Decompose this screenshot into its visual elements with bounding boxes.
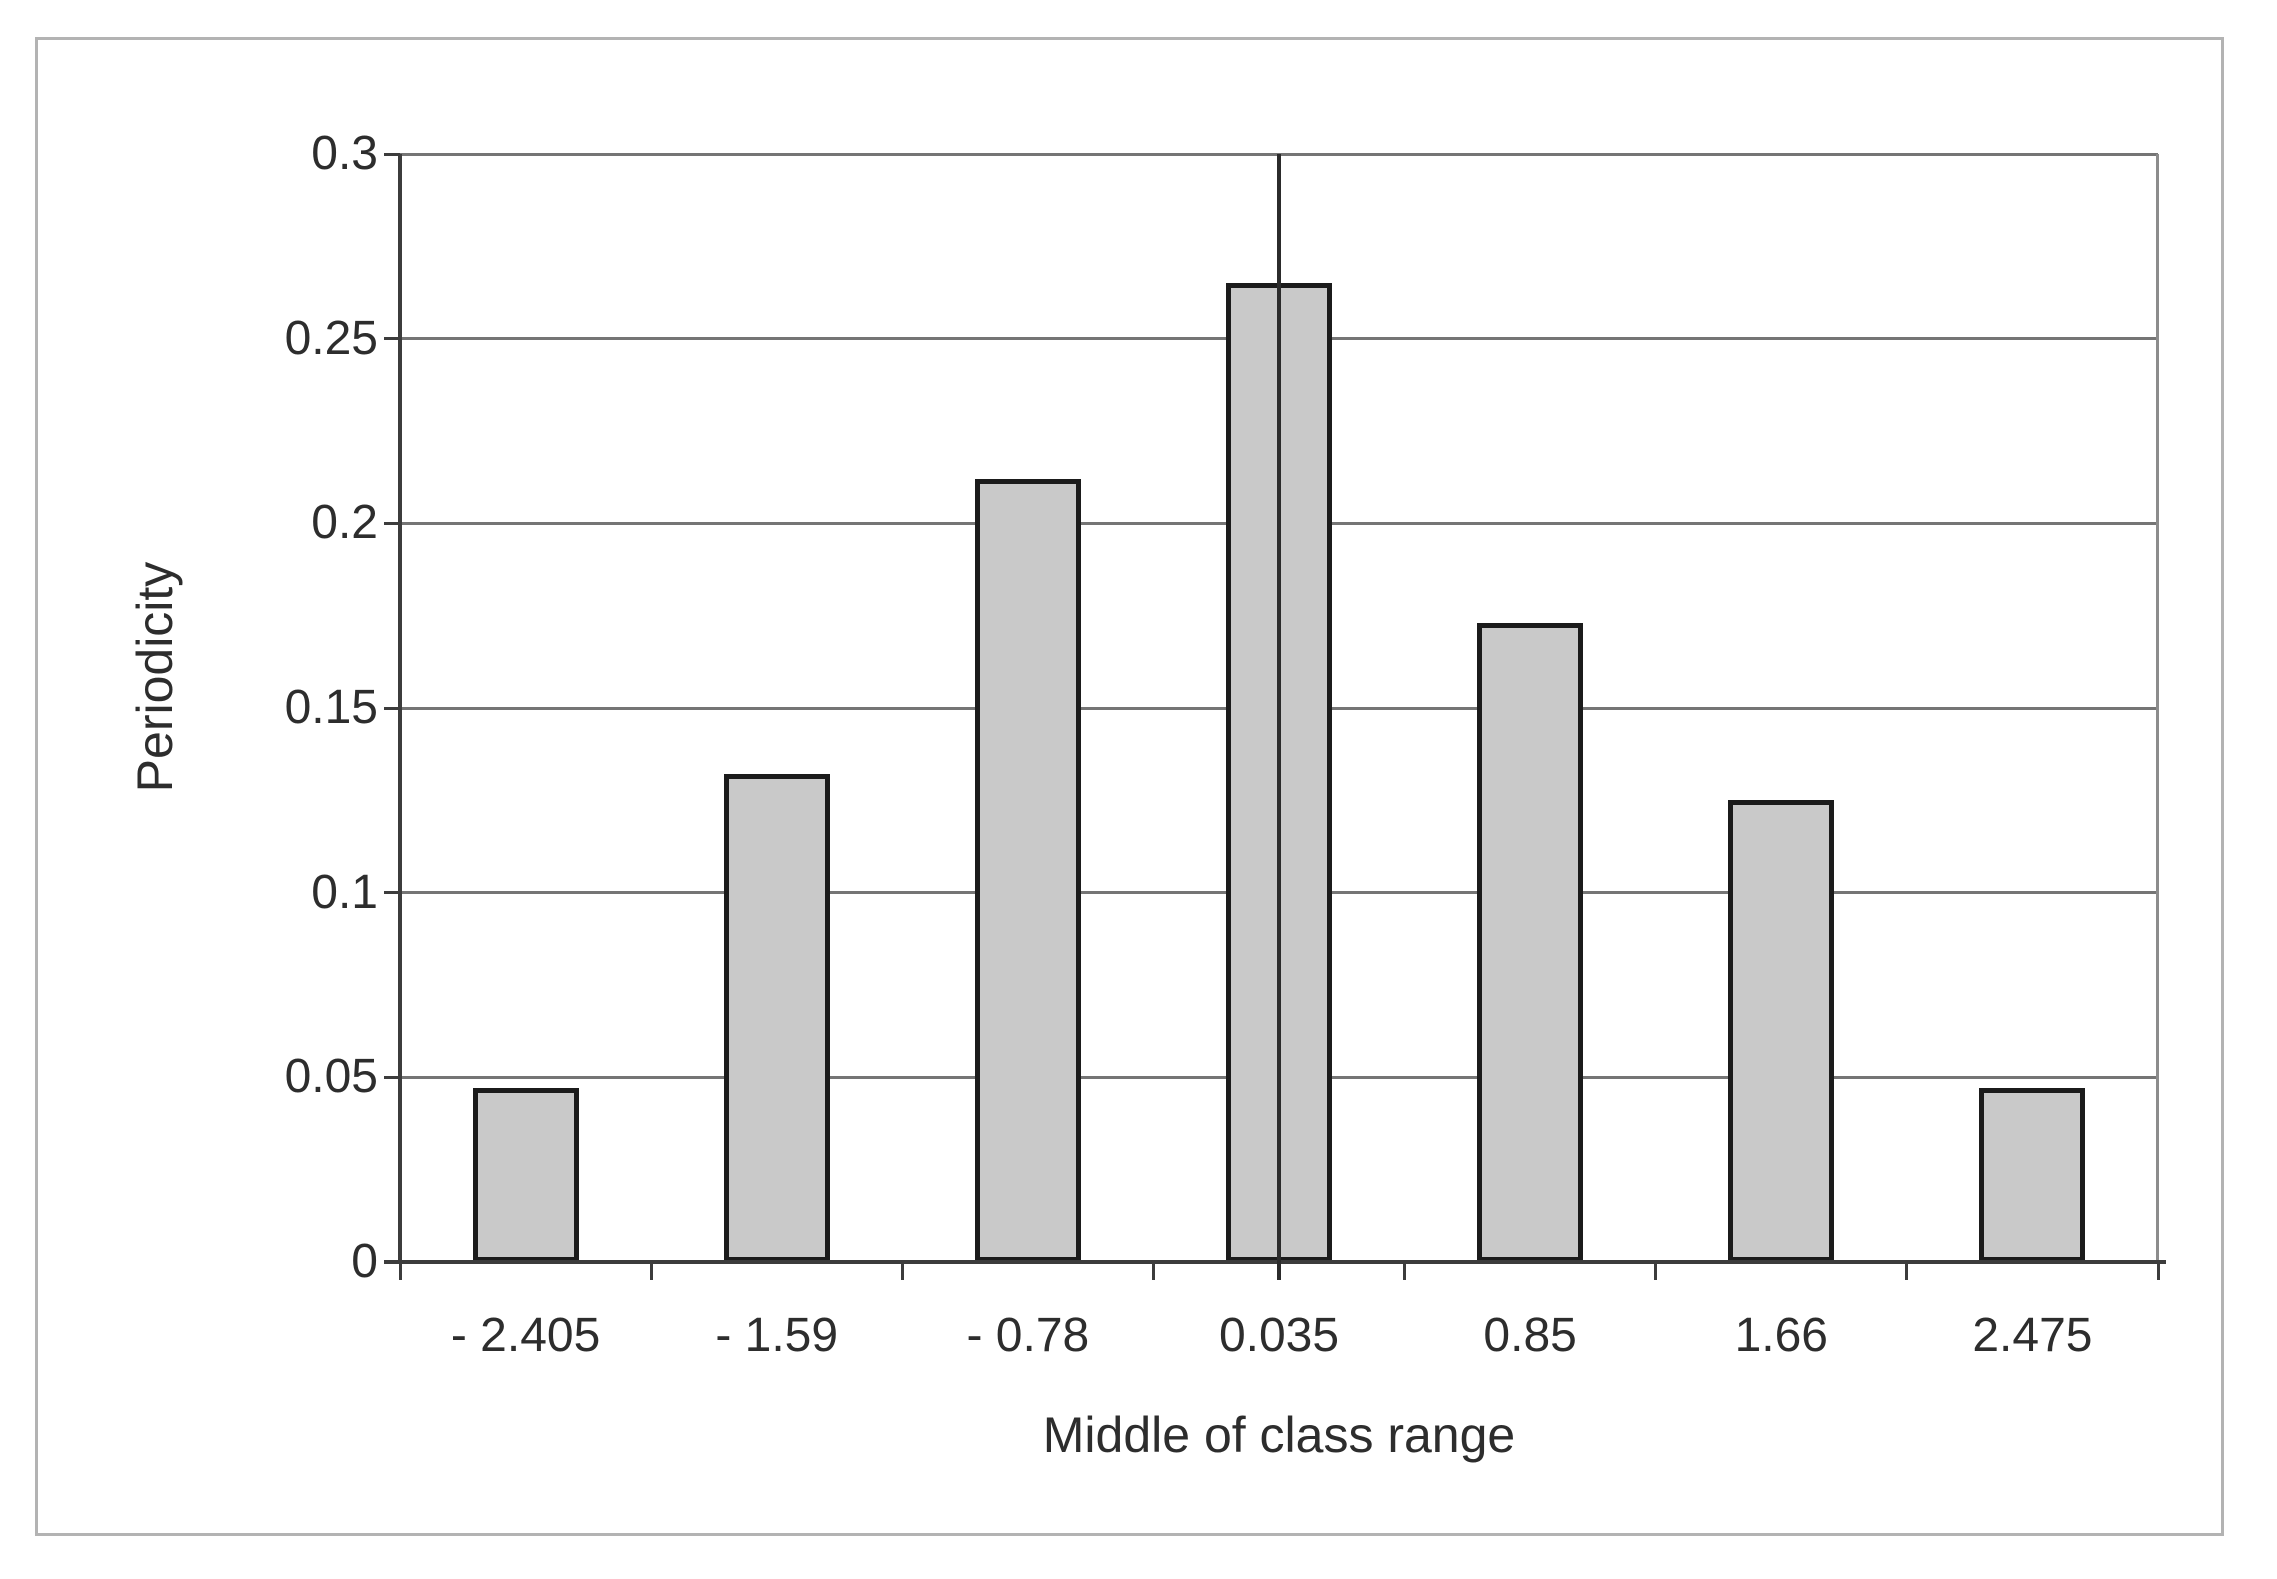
x-tick-label: 2.475 — [1972, 1309, 2093, 1362]
y-tick-label: 0.2 — [311, 496, 378, 550]
bar — [1477, 623, 1584, 1262]
x-tick-label: - 2.405 — [450, 1309, 601, 1362]
bar — [472, 1088, 579, 1262]
x-tick — [649, 1262, 653, 1280]
y-tick-label: 0.3 — [311, 127, 378, 180]
x-tick — [900, 1262, 904, 1280]
x-tick-label: 0.035 — [1218, 1309, 1340, 1362]
x-tick — [398, 1262, 402, 1280]
plot-right-border — [2156, 154, 2159, 1262]
y-tick — [384, 337, 400, 341]
y-tick — [384, 152, 400, 156]
y-axis-line — [398, 154, 402, 1264]
x-tick — [1654, 1262, 1658, 1280]
plot-area — [384, 152, 2166, 1280]
x-tick-label: 1.66 — [1734, 1309, 1828, 1362]
y-tick — [384, 521, 400, 525]
center-reference-line — [1277, 154, 1281, 1280]
y-tick-label: 0.15 — [284, 681, 378, 734]
y-tick — [384, 1075, 400, 1079]
bar — [974, 479, 1081, 1262]
y-tick — [384, 706, 400, 710]
bar — [723, 774, 830, 1262]
x-axis-title: Middle of class range — [1042, 1407, 1516, 1463]
x-tick — [1403, 1262, 1407, 1280]
x-tick — [1151, 1262, 1155, 1280]
y-tick-label: 0.1 — [311, 865, 378, 919]
bar — [1979, 1088, 2086, 1262]
x-tick — [2156, 1262, 2160, 1280]
y-tick-label: 0 — [351, 1235, 378, 1288]
x-tick-label: 0.85 — [1483, 1309, 1577, 1362]
bar — [1728, 800, 1835, 1262]
x-tick — [1905, 1262, 1909, 1280]
y-tick — [384, 891, 400, 895]
x-tick-label: - 0.78 — [966, 1309, 1090, 1362]
x-axis-line — [384, 1260, 2166, 1264]
y-tick-label: 0.25 — [284, 311, 378, 365]
x-tick-label: - 1.59 — [715, 1309, 839, 1362]
y-tick-label: 0.05 — [284, 1050, 378, 1104]
